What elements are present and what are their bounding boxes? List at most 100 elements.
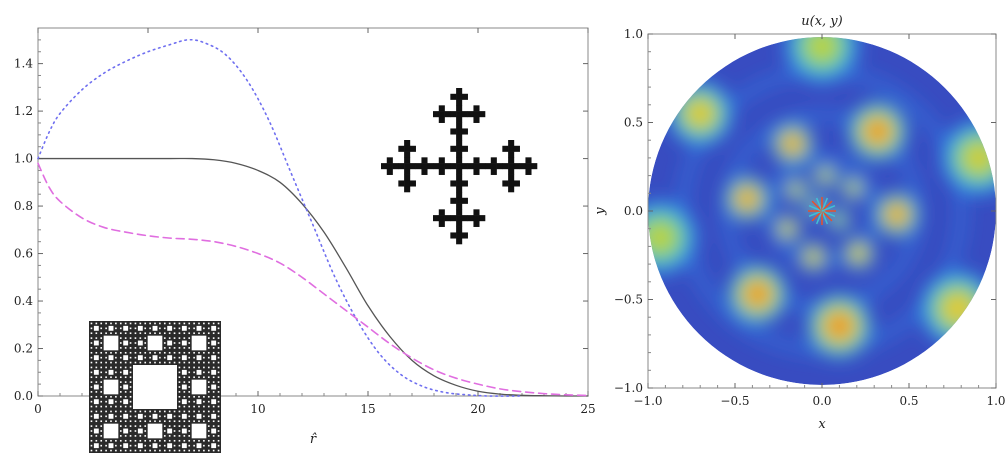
carpet-hole — [139, 439, 142, 442]
carpet-hole — [207, 381, 210, 383]
carpet-hole — [105, 322, 107, 325]
vicsek-cell — [456, 128, 463, 135]
carpet-hole — [207, 351, 210, 354]
carpet-hole — [129, 381, 132, 383]
vicsek-cell — [421, 157, 428, 164]
carpet-hole — [110, 420, 112, 423]
vicsek-cell — [456, 93, 463, 100]
carpet-hole — [183, 420, 186, 423]
carpet-hole — [193, 405, 195, 408]
carpet-hole — [183, 405, 186, 408]
carpet-hole — [167, 340, 173, 346]
carpet-hole — [168, 361, 171, 364]
carpet-hole — [93, 413, 99, 419]
carpet-hole — [100, 425, 103, 427]
carpet-hole — [129, 430, 132, 432]
vicsek-cell — [479, 111, 486, 118]
heatmap-center-ray — [815, 210, 823, 225]
vicsek-cell — [438, 215, 445, 222]
vicsek-cell — [525, 157, 532, 164]
vicsek-cell — [461, 232, 468, 239]
x-tick-label: −1.0 — [633, 394, 662, 408]
vicsek-cell — [456, 174, 463, 181]
carpet-hole — [217, 435, 220, 437]
carpet-hole — [134, 327, 137, 330]
carpet-hole — [119, 410, 122, 413]
carpet-hole — [207, 400, 210, 403]
heatmap-blob — [782, 224, 792, 234]
carpet-hole — [181, 369, 187, 375]
carpet-hole — [183, 395, 186, 398]
carpet-hole — [134, 439, 137, 442]
carpet-hole — [144, 361, 147, 364]
vicsek-cell — [461, 215, 468, 222]
vicsek-cell — [404, 157, 411, 164]
carpet-hole — [124, 435, 127, 437]
carpet-hole — [183, 376, 186, 379]
carpet-hole — [108, 325, 114, 331]
carpet-hole — [193, 332, 195, 335]
carpet-hole — [178, 410, 181, 413]
carpet-hole — [212, 366, 215, 369]
carpet-hole — [188, 415, 191, 418]
carpet-hole — [115, 444, 117, 447]
vicsek-cell — [404, 163, 411, 170]
carpet-hole — [134, 425, 137, 427]
carpet-hole — [193, 420, 195, 423]
carpet-hole — [147, 423, 163, 439]
carpet-hole — [198, 376, 200, 379]
carpet-hole — [173, 415, 176, 418]
carpet-hole — [152, 443, 158, 449]
vicsek-cell — [473, 116, 480, 123]
carpet-hole — [139, 410, 142, 413]
vicsek-cell — [456, 203, 463, 210]
vicsek-cell — [409, 180, 416, 187]
carpet-hole — [90, 435, 93, 437]
carpet-hole — [178, 435, 181, 437]
carpet-hole — [207, 425, 210, 427]
carpet-hole — [163, 322, 166, 325]
vicsek-cell — [467, 111, 474, 118]
vicsek-cell — [404, 180, 411, 187]
carpet-hole — [193, 327, 195, 330]
carpet-hole — [124, 376, 127, 379]
carpet-hole — [129, 371, 132, 374]
carpet-hole — [211, 399, 217, 405]
carpet-hole — [178, 420, 181, 423]
heatmap-center-ray — [808, 204, 823, 212]
vicsek-cell — [409, 145, 416, 152]
carpet-hole — [193, 376, 195, 379]
carpet-hole — [124, 366, 127, 369]
carpet-hole — [123, 443, 129, 449]
carpet-hole — [149, 410, 151, 413]
vicsek-cell — [438, 168, 445, 175]
carpet-hole — [217, 430, 220, 432]
carpet-hole — [100, 327, 103, 330]
carpet-hole — [134, 337, 137, 339]
carpet-hole — [178, 322, 181, 325]
carpet-hole — [152, 413, 158, 419]
x-tick-label: 25 — [580, 402, 595, 416]
carpet-hole — [188, 322, 191, 325]
carpet-hole — [124, 361, 127, 364]
carpet-hole — [93, 384, 99, 390]
vicsek-cell — [444, 111, 451, 118]
carpet-hole — [124, 449, 127, 452]
carpet-hole — [129, 356, 132, 359]
carpet-hole — [188, 342, 191, 344]
carpet-hole — [90, 361, 93, 364]
y-tick-label: 0.6 — [14, 247, 33, 261]
vicsek-cell — [531, 163, 538, 170]
carpet-hole — [105, 410, 107, 413]
carpet-hole — [191, 335, 207, 351]
carpet-hole — [124, 425, 127, 427]
carpet-hole — [207, 322, 210, 325]
carpet-hole — [129, 342, 132, 344]
carpet-hole — [119, 332, 122, 335]
vicsek-cell — [502, 180, 509, 187]
carpet-hole — [105, 327, 107, 330]
heatmap-blob — [835, 216, 843, 224]
carpet-hole — [196, 369, 202, 375]
heatmap-blob — [785, 137, 800, 151]
carpet-hole — [193, 449, 195, 452]
